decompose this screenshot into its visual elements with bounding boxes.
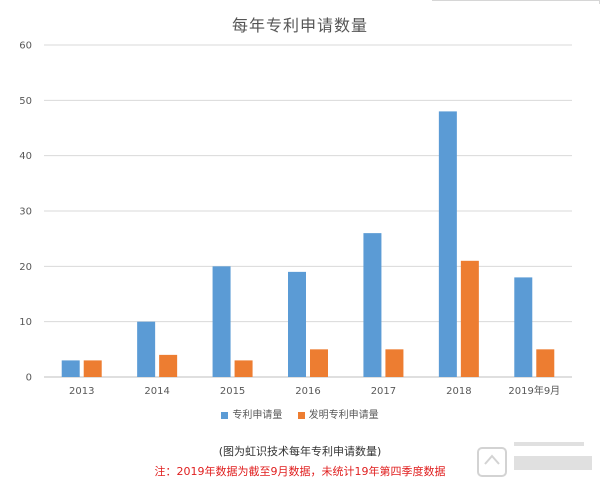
bar-invention-patent-applications bbox=[83, 360, 102, 377]
y-tick-label: 50 bbox=[19, 96, 32, 107]
bar-patent-applications bbox=[438, 111, 457, 378]
bar-patent-applications bbox=[514, 277, 533, 377]
bar-patent-applications bbox=[61, 360, 80, 377]
legend-swatch-series-2 bbox=[297, 411, 305, 419]
y-tick-label: 40 bbox=[19, 151, 32, 162]
bar-invention-patent-applications bbox=[234, 360, 253, 377]
figure-caption: (图为虹识技术每年专利申请数量) bbox=[218, 445, 382, 458]
y-tick-label: 20 bbox=[19, 262, 32, 273]
x-tick-label: 2016 bbox=[295, 386, 320, 397]
bar-invention-patent-applications bbox=[159, 354, 178, 377]
y-tick-label: 0 bbox=[26, 373, 32, 384]
bar-invention-patent-applications bbox=[310, 349, 328, 377]
x-tick-label: 2017 bbox=[371, 386, 396, 397]
bar-patent-applications bbox=[288, 271, 306, 377]
legend-item-series-1: 专利申请量 bbox=[221, 406, 282, 421]
footnote: 注：2019年数据为截至9月数据，未统计19年第四季度数据 bbox=[154, 465, 446, 478]
bar-patent-applications bbox=[212, 266, 231, 377]
bar-patent-applications bbox=[137, 321, 156, 377]
x-tick-label: 2014 bbox=[144, 386, 169, 397]
x-tick-label: 2013 bbox=[69, 386, 94, 397]
legend: 专利申请量 发明专利申请量 bbox=[0, 406, 600, 421]
legend-label-series-2: 发明专利申请量 bbox=[308, 410, 379, 421]
legend-item-series-2: 发明专利申请量 bbox=[297, 406, 379, 421]
legend-label-series-1: 专利申请量 bbox=[232, 410, 283, 421]
y-tick-label: 30 bbox=[19, 207, 32, 218]
x-tick-label: 2015 bbox=[220, 386, 245, 397]
y-tick-label: 60 bbox=[19, 41, 32, 52]
legend-swatch-series-1 bbox=[221, 411, 229, 419]
bar-invention-patent-applications bbox=[460, 260, 479, 377]
watermark-logo bbox=[477, 442, 592, 477]
chart-title: 每年专利申请数量 bbox=[231, 16, 368, 35]
bar-invention-patent-applications bbox=[536, 349, 555, 377]
bar-invention-patent-applications bbox=[385, 349, 404, 377]
x-tick-label: 2019年9月 bbox=[508, 384, 560, 397]
y-tick-label: 10 bbox=[19, 317, 32, 328]
x-tick-label: 2018 bbox=[446, 386, 471, 397]
bar-patent-applications bbox=[363, 233, 382, 377]
